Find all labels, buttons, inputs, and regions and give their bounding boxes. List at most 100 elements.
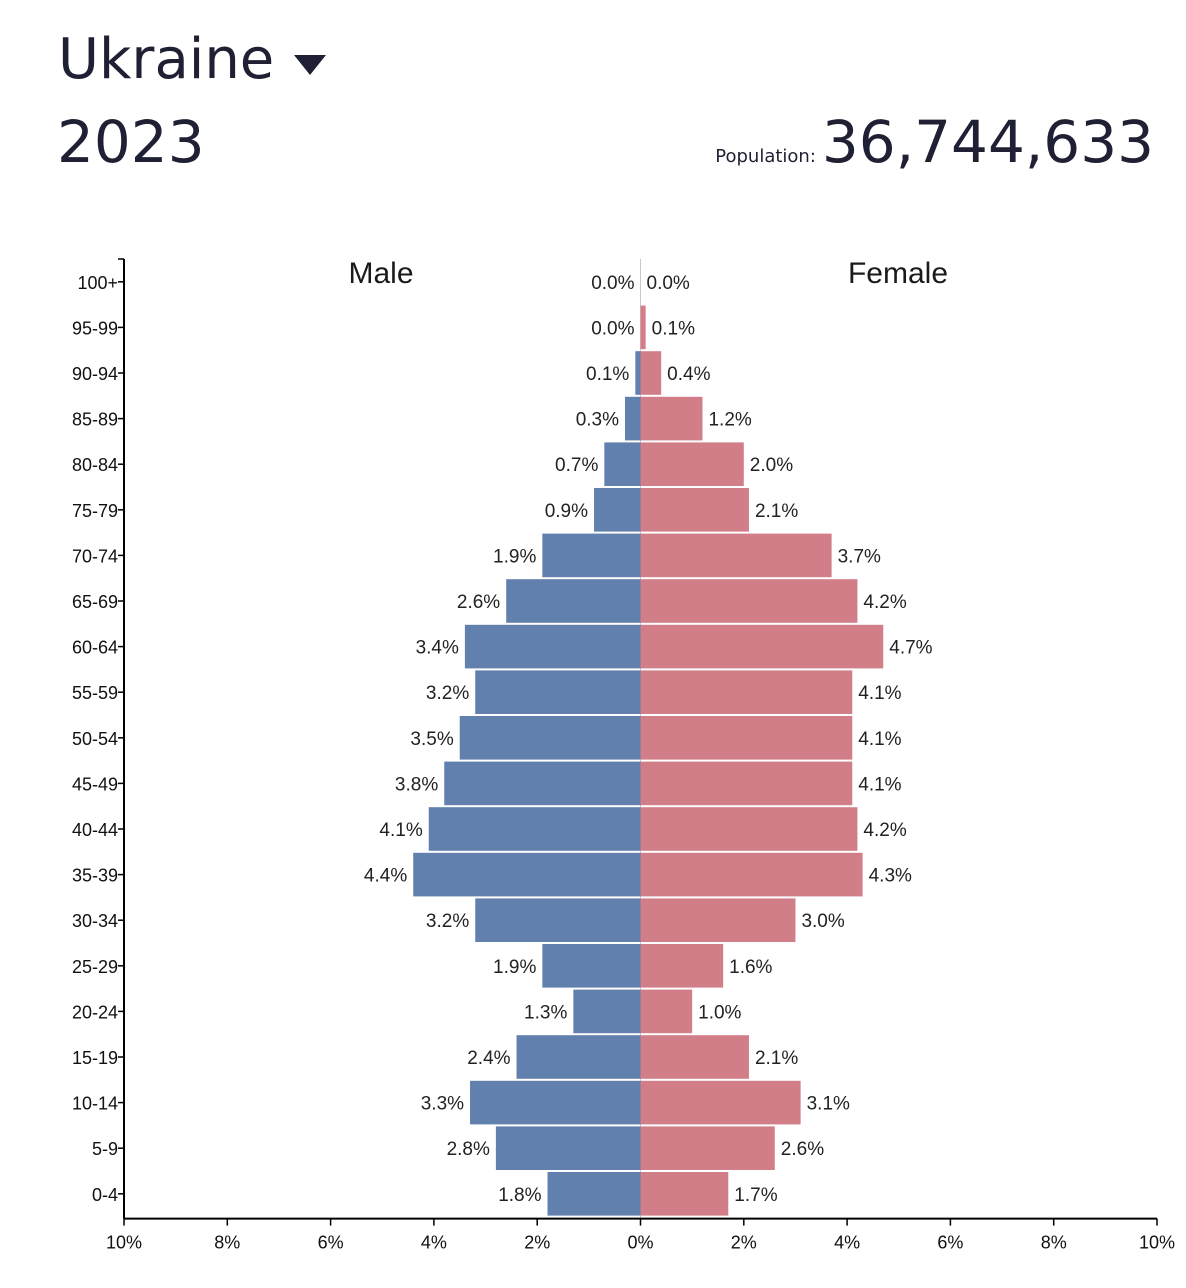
male-bar-40-44 (428, 807, 641, 851)
male-value-label: 0.1% (586, 364, 629, 385)
female-value-label: 4.2% (863, 592, 906, 613)
male-value-label: 1.9% (493, 546, 536, 567)
x-tick-label: 10% (1139, 1233, 1175, 1253)
male-value-label: 0.9% (545, 501, 588, 522)
female-bar-5-9 (640, 1126, 775, 1170)
male-bar-55-59 (475, 670, 641, 714)
female-title: Female (848, 257, 948, 290)
female-value-label: 2.1% (755, 1048, 798, 1069)
female-value-label: 2.1% (755, 501, 798, 522)
female-value-label: 4.1% (858, 774, 901, 795)
x-tick-label: 8% (1041, 1233, 1067, 1253)
male-value-label: 3.4% (416, 638, 459, 659)
female-value-label: 0.4% (667, 364, 710, 385)
x-tick-label: 2% (731, 1233, 757, 1253)
female-bar-45-49 (640, 761, 853, 806)
male-value-label: 3.8% (395, 774, 438, 795)
country-selector[interactable]: Ukraine (58, 22, 327, 98)
female-value-label: 4.1% (858, 729, 901, 750)
male-bar-45-49 (444, 761, 641, 806)
male-bar-85-89 (625, 396, 641, 441)
male-value-label: 0.0% (591, 273, 634, 294)
y-tick-label: 50-54 (72, 729, 118, 749)
female-value-label: 3.7% (838, 546, 881, 567)
female-bar-35-39 (640, 852, 863, 897)
y-tick-label: 15-19 (72, 1048, 118, 1068)
y-tick-label: 5-9 (92, 1139, 118, 1159)
x-tick-label: 8% (214, 1233, 240, 1253)
y-tick-label: 20-24 (72, 1002, 118, 1022)
male-bar-10-14 (470, 1080, 641, 1125)
female-value-label: 1.0% (698, 1002, 741, 1023)
female-value-label: 1.7% (734, 1185, 777, 1206)
male-value-label: 2.8% (447, 1139, 490, 1160)
female-bar-65-69 (640, 579, 858, 623)
male-bar-30-34 (475, 898, 641, 942)
y-tick-label: 55-59 (72, 683, 118, 703)
y-tick-label: 75-79 (72, 501, 118, 521)
country-name: Ukraine (58, 27, 275, 92)
female-value-label: 4.1% (858, 683, 901, 704)
population-value: 36,744,633 (821, 108, 1154, 176)
x-tick-label: 6% (318, 1233, 344, 1253)
population-summary: Population: 36,744,633 (715, 104, 1154, 180)
female-bar-55-59 (640, 670, 853, 714)
y-tick-label: 30-34 (72, 911, 118, 931)
female-bar-90-94 (640, 351, 662, 395)
female-value-label: 4.2% (863, 820, 906, 841)
male-value-label: 1.9% (493, 957, 536, 978)
male-bar-65-69 (506, 579, 641, 623)
y-tick-label: 35-39 (72, 866, 118, 886)
y-tick-label: 100+ (77, 273, 118, 293)
male-value-label: 3.2% (426, 683, 469, 704)
male-value-label: 3.2% (426, 911, 469, 932)
male-value-label: 3.3% (421, 1094, 464, 1115)
female-bar-80-84 (640, 442, 744, 486)
caret-down-icon[interactable] (294, 55, 327, 75)
male-bar-25-29 (542, 944, 641, 988)
female-value-label: 2.6% (781, 1139, 824, 1160)
female-bar-20-24 (640, 989, 693, 1034)
x-tick-label: 6% (937, 1233, 963, 1253)
female-bar-30-34 (640, 898, 796, 942)
y-tick-label: 65-69 (72, 592, 118, 612)
y-tick-label: 25-29 (72, 957, 118, 977)
male-bar-20-24 (573, 989, 641, 1034)
y-tick-label: 0-4 (92, 1185, 118, 1205)
female-value-label: 0.1% (652, 318, 695, 339)
male-value-label: 0.3% (576, 410, 619, 431)
y-tick-label: 10-14 (72, 1094, 118, 1114)
male-value-label: 4.4% (364, 866, 407, 887)
male-value-label: 2.6% (457, 592, 500, 613)
female-value-label: 4.7% (889, 638, 932, 659)
y-tick-label: 45-49 (72, 774, 118, 794)
male-value-label: 1.3% (524, 1002, 567, 1023)
female-bar-95-99 (640, 305, 646, 350)
female-value-label: 3.0% (801, 911, 844, 932)
male-value-label: 3.5% (410, 729, 453, 750)
female-value-label: 0.0% (647, 273, 690, 294)
y-tick-label: 70-74 (72, 546, 118, 566)
male-bar-0-4 (547, 1172, 641, 1216)
male-bar-75-79 (594, 488, 641, 532)
bars-layer (413, 305, 884, 1216)
male-bar-35-39 (413, 852, 641, 897)
male-bar-90-94 (635, 351, 641, 395)
male-title: Male (348, 257, 413, 290)
female-value-label: 4.3% (869, 866, 912, 887)
labels-layer: 0.0% 0.0% 0.0% 0.1% 0.1% 0.4% 0.3% 1.2% 0.7% 2.0%… (364, 273, 933, 1206)
male-value-label: 2.4% (467, 1048, 510, 1069)
male-value-label: 0.0% (591, 318, 634, 339)
y-tick-label: 85-89 (72, 410, 118, 430)
female-bar-85-89 (640, 396, 703, 441)
male-bar-60-64 (464, 624, 641, 669)
female-bar-40-44 (640, 807, 858, 851)
y-tick-label: 60-64 (72, 638, 118, 658)
y-tick-label: 40-44 (72, 820, 118, 840)
female-bar-15-19 (640, 1035, 749, 1079)
male-bar-80-84 (604, 442, 641, 486)
x-tick-label: 2% (524, 1233, 550, 1253)
male-bar-50-54 (459, 716, 641, 760)
female-value-label: 3.1% (807, 1094, 850, 1115)
